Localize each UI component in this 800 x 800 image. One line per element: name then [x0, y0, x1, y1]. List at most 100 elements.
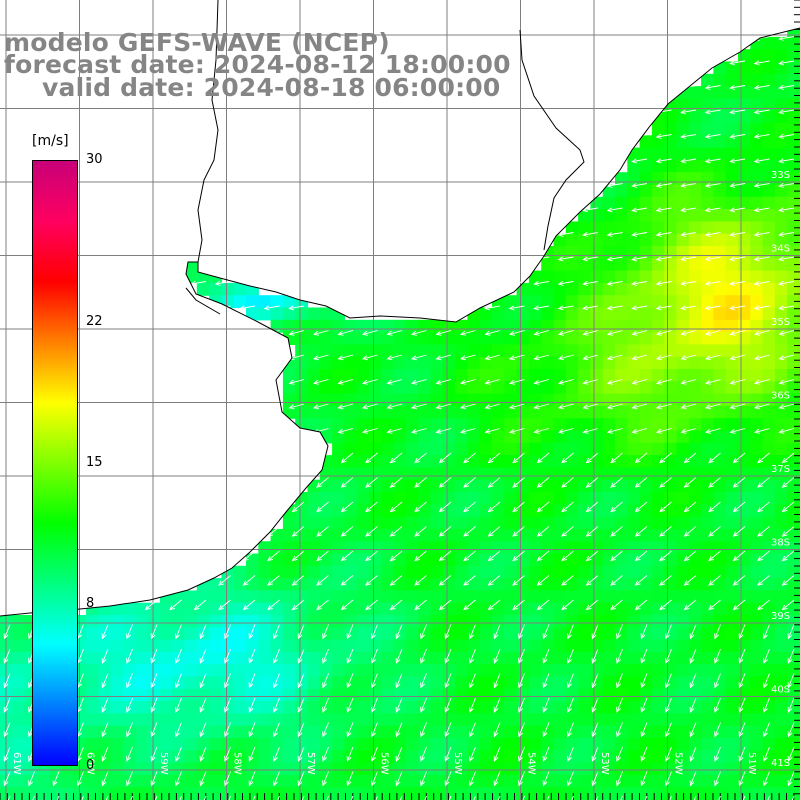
wind-speed-cell: [393, 356, 407, 370]
wind-speed-cell: [688, 688, 702, 702]
wind-speed-cell: [467, 553, 481, 567]
wind-arrow: [582, 379, 599, 385]
wind-speed-cell: [356, 369, 370, 382]
wind-speed-cell: [725, 639, 739, 653]
wind-speed-cell: [307, 492, 321, 505]
wind-speed-cell: [590, 332, 604, 345]
wind-speed-cell: [750, 762, 764, 776]
wind-speed-cell: [615, 738, 628, 751]
wind-speed-cell: [356, 578, 370, 591]
wind-arrow: [778, 428, 795, 434]
wind-speed-cell: [713, 196, 727, 210]
wind-arrow: [640, 746, 648, 762]
wind-speed-cell: [319, 418, 333, 432]
wind-arrow: [322, 722, 329, 738]
wind-speed-cell: [393, 492, 407, 505]
wind-speed-cell: [369, 467, 382, 481]
wind-speed-cell: [553, 467, 567, 481]
wind-speed-cell: [787, 738, 800, 751]
wind-speed-cell: [246, 676, 259, 690]
wind-speed-cell: [762, 332, 776, 345]
wind-speed-cell: [676, 565, 690, 579]
wind-speed-cell: [762, 762, 776, 776]
wind-speed-cell: [282, 738, 296, 751]
wind-speed-cell: [258, 565, 272, 579]
wind-speed-cell: [492, 356, 505, 370]
wind-speed-cell: [332, 701, 345, 714]
wind-arrow: [616, 771, 623, 787]
wind-speed-cell: [713, 332, 727, 345]
wind-speed-cell: [319, 307, 333, 321]
wind-speed-cell: [492, 713, 505, 727]
wind-speed-cell: [147, 615, 161, 628]
wind-arrow: [175, 697, 182, 713]
wind-speed-cell: [516, 615, 530, 628]
wind-speed-cell: [688, 442, 702, 456]
wind-speed-cell: [246, 590, 259, 604]
wind-speed-cell: [738, 725, 751, 739]
wind-speed-cell: [553, 233, 567, 247]
coastline: [0, 0, 800, 617]
wind-arrow: [263, 330, 280, 336]
wind-arrow: [267, 575, 280, 586]
wind-speed-cell: [258, 553, 272, 567]
wind-speed-cell: [467, 639, 481, 653]
wind-speed-cell: [319, 602, 333, 616]
wind-arrow: [689, 624, 697, 640]
wind-arrow: [778, 280, 795, 286]
wind-speed-cell: [344, 442, 358, 456]
wind-speed-cell: [590, 209, 604, 222]
wind-speed-cell: [270, 590, 284, 604]
wind-speed-cell: [282, 774, 296, 788]
wind-speed-cell: [578, 639, 591, 653]
wind-speed-cell: [147, 688, 161, 702]
wind-speed-cell: [332, 713, 345, 727]
colorbar-tick-label: 0: [86, 758, 95, 773]
wind-arrow: [542, 648, 550, 664]
wind-speed-cell: [233, 774, 247, 788]
wind-speed-cell: [381, 615, 395, 628]
wind-speed-cell: [676, 295, 690, 309]
wind-speed-cell: [615, 430, 628, 444]
wind-speed-cell: [209, 627, 222, 641]
wind-speed-cell: [664, 147, 678, 161]
wind-speed-cell: [307, 319, 321, 333]
wind-arrow: [680, 379, 697, 385]
wind-speed-cell: [344, 356, 358, 370]
wind-arrow: [459, 379, 476, 385]
wind-speed-cell: [553, 725, 567, 739]
wind-speed-cell: [381, 418, 395, 432]
wind-speed-cell: [701, 676, 714, 690]
wind-arrow: [414, 599, 427, 611]
wind-speed-cell: [516, 369, 530, 382]
wind-arrow: [582, 207, 599, 213]
wind-arrow: [312, 403, 329, 410]
wind-speed-cell: [430, 418, 444, 432]
wind-speed-cell: [196, 615, 210, 628]
wind-speed-cell: [516, 541, 530, 555]
wind-speed-cell: [516, 381, 530, 395]
wind-speed-cell: [233, 565, 247, 579]
wind-arrow: [150, 697, 158, 713]
wind-speed-cell: [307, 602, 321, 616]
wind-arrow: [704, 133, 721, 139]
wind-arrow: [787, 697, 795, 713]
wind-speed-cell: [295, 528, 309, 542]
wind-speed-cell: [332, 516, 345, 530]
wind-speed-cell: [651, 516, 665, 530]
wind-speed-cell: [282, 541, 296, 555]
wind-speed-cell: [627, 651, 641, 665]
wind-speed-cell: [319, 381, 333, 395]
wind-speed-cell: [713, 713, 727, 727]
wind-speed-cell: [246, 639, 259, 653]
wind-speed-cell: [774, 725, 788, 739]
wind-arrow: [738, 771, 746, 787]
wind-speed-cell: [504, 418, 518, 432]
wind-arrow: [273, 648, 280, 664]
wind-speed-cell: [270, 664, 284, 678]
wind-speed-cell: [615, 258, 628, 272]
wind-speed-cell: [602, 504, 616, 518]
wind-speed-cell: [590, 233, 604, 247]
wind-speed-cell: [442, 639, 456, 653]
wind-speed-cell: [135, 738, 149, 751]
